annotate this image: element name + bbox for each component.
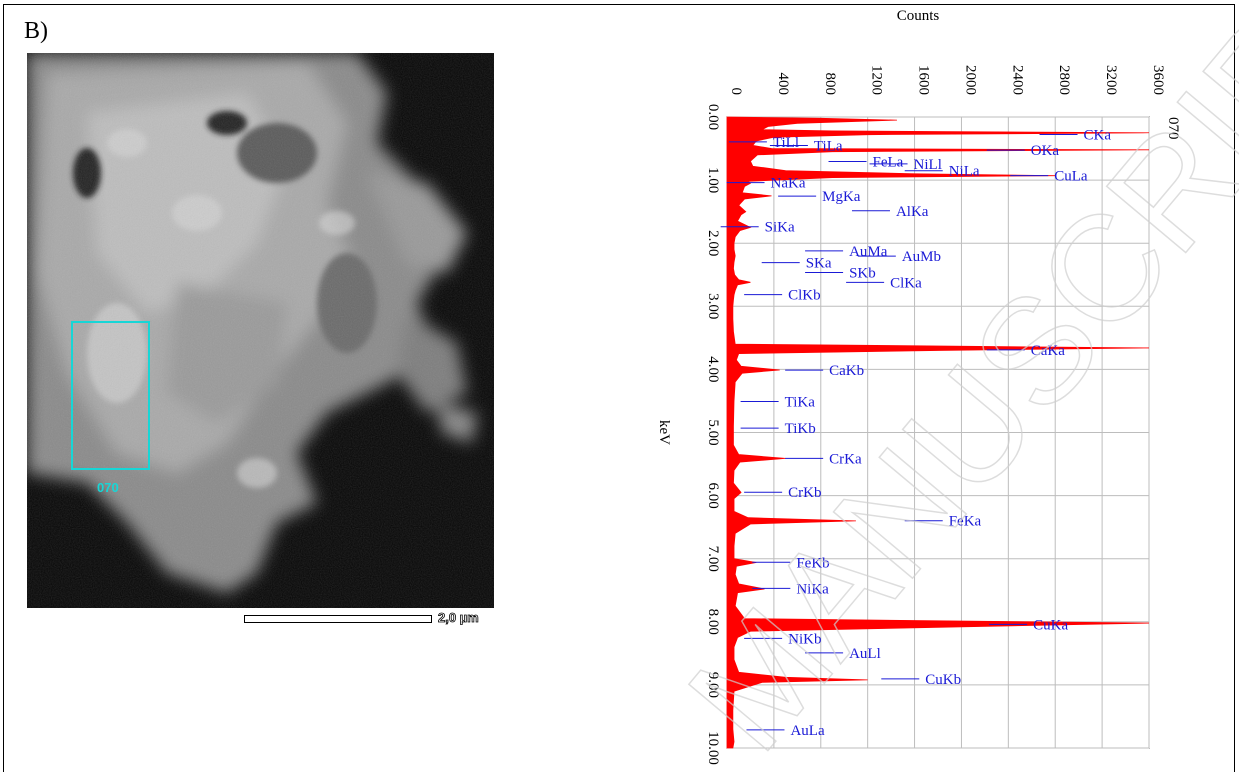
counts-tick-label: 1600	[916, 65, 932, 95]
kev-axis-title: keV	[656, 420, 672, 445]
peak-label: MgKa	[822, 189, 861, 205]
counts-tick-label: 2800	[1056, 65, 1072, 95]
kev-tick-label: 0.00	[705, 104, 721, 130]
eds-spectrum-chart: Counts keV 070 0 400 800 1200 1600 2000 2400 28…	[656, 8, 1181, 765]
counts-tick-label: 800	[822, 73, 838, 96]
peak-label: FeKb	[796, 555, 829, 571]
peak-label: CuKb	[925, 672, 961, 688]
counts-tick-label: 2400	[1009, 65, 1025, 95]
chart-ticks: 0 400 800 1200 1600 2000 2400 2800 3200 3600 0.00 1…	[705, 65, 1166, 765]
kev-tick-label: 6.00	[705, 482, 721, 508]
peak-label: ClKa	[890, 275, 922, 291]
peak-label: FeLa	[873, 154, 904, 170]
peak-label: ClKb	[788, 288, 821, 304]
sem-micrograph	[27, 53, 494, 608]
peak-label: CuLa	[1054, 169, 1088, 185]
kev-tick-label: 10.00	[705, 731, 721, 765]
roi-rectangle	[71, 321, 150, 470]
counts-tick-label: 2000	[962, 65, 978, 95]
peak-label: FeKa	[949, 514, 982, 530]
scale-bar	[244, 615, 432, 623]
peak-label: CuKa	[1033, 617, 1068, 633]
kev-tick-label: 4.00	[705, 356, 721, 382]
spectrum-label: 070	[1165, 117, 1181, 140]
peak-label: AuMb	[902, 249, 941, 265]
spectrum-area	[726, 116, 1150, 749]
peak-label: NaKa	[771, 176, 806, 192]
panel-label: B)	[24, 18, 48, 44]
peak-label: TiKb	[785, 421, 816, 437]
peak-label: CrKa	[829, 451, 862, 467]
kev-tick-label: 5.00	[705, 419, 721, 445]
peak-label: TiKa	[785, 394, 816, 410]
roi-label: 070	[97, 480, 119, 495]
peak-label: NiKa	[796, 581, 829, 597]
figure-frame	[3, 4, 1235, 772]
peak-label: AuMa	[849, 244, 888, 260]
kev-tick-label: 3.00	[705, 293, 721, 319]
chart-grid	[726, 116, 1150, 749]
peak-label: CrKb	[788, 485, 821, 501]
scale-bar-label: 2,0 µm	[438, 610, 480, 626]
peak-label: CKa	[1084, 127, 1112, 143]
spectrum-plot	[726, 116, 1150, 749]
sem-image	[27, 53, 494, 608]
counts-axis-title: Counts	[897, 8, 940, 24]
kev-tick-label: 2.00	[705, 230, 721, 256]
counts-tick-label: 0	[728, 88, 744, 96]
peak-label: AuLa	[790, 723, 824, 739]
peak-label: TiLl	[773, 135, 799, 151]
kev-tick-label: 1.00	[705, 167, 721, 193]
kev-tick-label: 8.00	[705, 609, 721, 635]
peak-label: SiKa	[765, 220, 795, 236]
peak-label: AuLl	[849, 646, 881, 662]
peak-label: TiLa	[814, 139, 843, 155]
peak-label: NiLl	[914, 157, 942, 173]
kev-tick-label: 9.00	[705, 672, 721, 698]
peak-label: AlKa	[896, 204, 929, 220]
peak-label: CaKa	[1031, 343, 1065, 359]
peak-labels: CKa TiLl TiLa OKa FeLa NiLl NiLa CuLa NaKa MgKa Al…	[720, 127, 1112, 739]
peak-label: NiLa	[949, 164, 980, 180]
peak-label: CaKb	[829, 363, 864, 379]
counts-tick-label: 1200	[869, 65, 885, 95]
counts-tick-label: 400	[775, 73, 791, 96]
peak-label: SKb	[849, 265, 876, 281]
peak-label: NiKb	[788, 631, 821, 647]
peak-label: SKa	[806, 256, 832, 272]
peak-label: OKa	[1031, 143, 1060, 159]
counts-tick-label: 3200	[1103, 65, 1119, 95]
counts-tick-label: 3600	[1150, 65, 1166, 95]
kev-tick-label: 7.00	[705, 546, 721, 572]
